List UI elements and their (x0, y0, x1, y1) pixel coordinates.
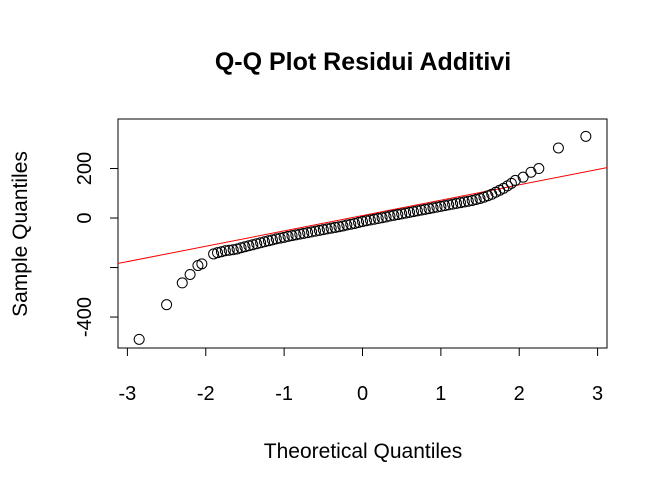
x-tick-label: 3 (592, 383, 603, 405)
data-point (302, 227, 314, 239)
data-points (133, 130, 592, 345)
data-point (580, 130, 592, 142)
data-point (384, 210, 396, 222)
data-point (184, 268, 196, 280)
data-point (176, 277, 188, 289)
data-point (443, 199, 455, 211)
data-point (505, 177, 517, 189)
reference-line-group (118, 167, 607, 264)
data-point (219, 245, 231, 257)
data-point (298, 227, 310, 239)
y-axis-label: Sample Quantiles (9, 151, 32, 317)
data-point (368, 213, 380, 225)
data-point (321, 223, 333, 235)
data-point (392, 209, 404, 221)
data-point (380, 211, 392, 223)
data-point (262, 235, 274, 247)
data-point (227, 244, 239, 256)
data-point (376, 212, 388, 224)
data-point (466, 194, 478, 206)
data-point (235, 242, 247, 254)
data-point (290, 229, 302, 241)
data-point (404, 206, 416, 218)
y-tick-label: 0 (74, 212, 96, 223)
data-point (306, 226, 318, 238)
data-point (341, 219, 353, 231)
data-point (329, 221, 341, 233)
data-point (345, 218, 357, 230)
data-point (286, 230, 298, 242)
data-point (372, 213, 384, 225)
data-point (325, 222, 337, 234)
y-tick-label: 200 (74, 152, 96, 185)
data-point (552, 142, 564, 154)
data-point (427, 202, 439, 214)
x-tick-label: 1 (435, 383, 446, 405)
data-point (517, 171, 529, 183)
data-point (431, 201, 443, 213)
x-tick-label: 2 (514, 383, 525, 405)
data-point (447, 198, 459, 210)
data-point (255, 237, 267, 249)
data-point (509, 174, 521, 186)
data-point (349, 217, 361, 229)
data-point (423, 203, 435, 215)
data-point (215, 246, 227, 258)
data-point (458, 196, 470, 208)
data-point (282, 230, 294, 242)
y-axis: -400 0 200 (74, 152, 119, 337)
x-axis-label: Theoretical Quantiles (264, 440, 462, 463)
data-point (439, 200, 451, 212)
data-point (435, 200, 447, 212)
data-point (278, 231, 290, 243)
data-point (196, 258, 208, 270)
data-point (396, 208, 408, 220)
data-point (462, 195, 474, 207)
data-point (309, 225, 321, 237)
x-tick-label: -1 (275, 383, 293, 405)
data-point (364, 214, 376, 226)
x-tick-label: -3 (119, 383, 137, 405)
data-point (270, 233, 282, 245)
data-point (212, 247, 224, 259)
data-point (239, 241, 251, 253)
data-point (454, 197, 466, 209)
chart-title: Q-Q Plot Residui Additivi (215, 48, 511, 76)
data-point (470, 193, 482, 205)
data-point (357, 215, 368, 227)
data-point (451, 197, 463, 209)
data-point (400, 207, 412, 219)
data-point (133, 333, 145, 345)
data-point (251, 238, 263, 250)
data-point (247, 239, 259, 251)
data-point (333, 221, 345, 233)
x-tick-label: 0 (357, 383, 368, 405)
x-axis: -3 -2 -1 0 1 2 3 (119, 347, 603, 405)
data-point (243, 240, 255, 252)
data-point (317, 224, 329, 236)
data-point (259, 236, 271, 248)
data-point (266, 234, 278, 246)
data-point (274, 232, 286, 244)
data-point (415, 204, 427, 216)
data-point (411, 205, 423, 217)
y-tick-label: -400 (74, 297, 96, 337)
reference-line (118, 167, 607, 264)
data-point (533, 163, 545, 175)
data-point (407, 206, 419, 218)
data-point (360, 215, 372, 227)
data-point (337, 220, 349, 232)
data-point (419, 203, 431, 215)
data-point (161, 299, 173, 311)
data-point (388, 209, 400, 221)
data-point (313, 224, 325, 236)
data-point (353, 216, 365, 228)
data-point (223, 244, 235, 256)
x-tick-label: -2 (197, 383, 215, 405)
data-point (294, 228, 306, 240)
